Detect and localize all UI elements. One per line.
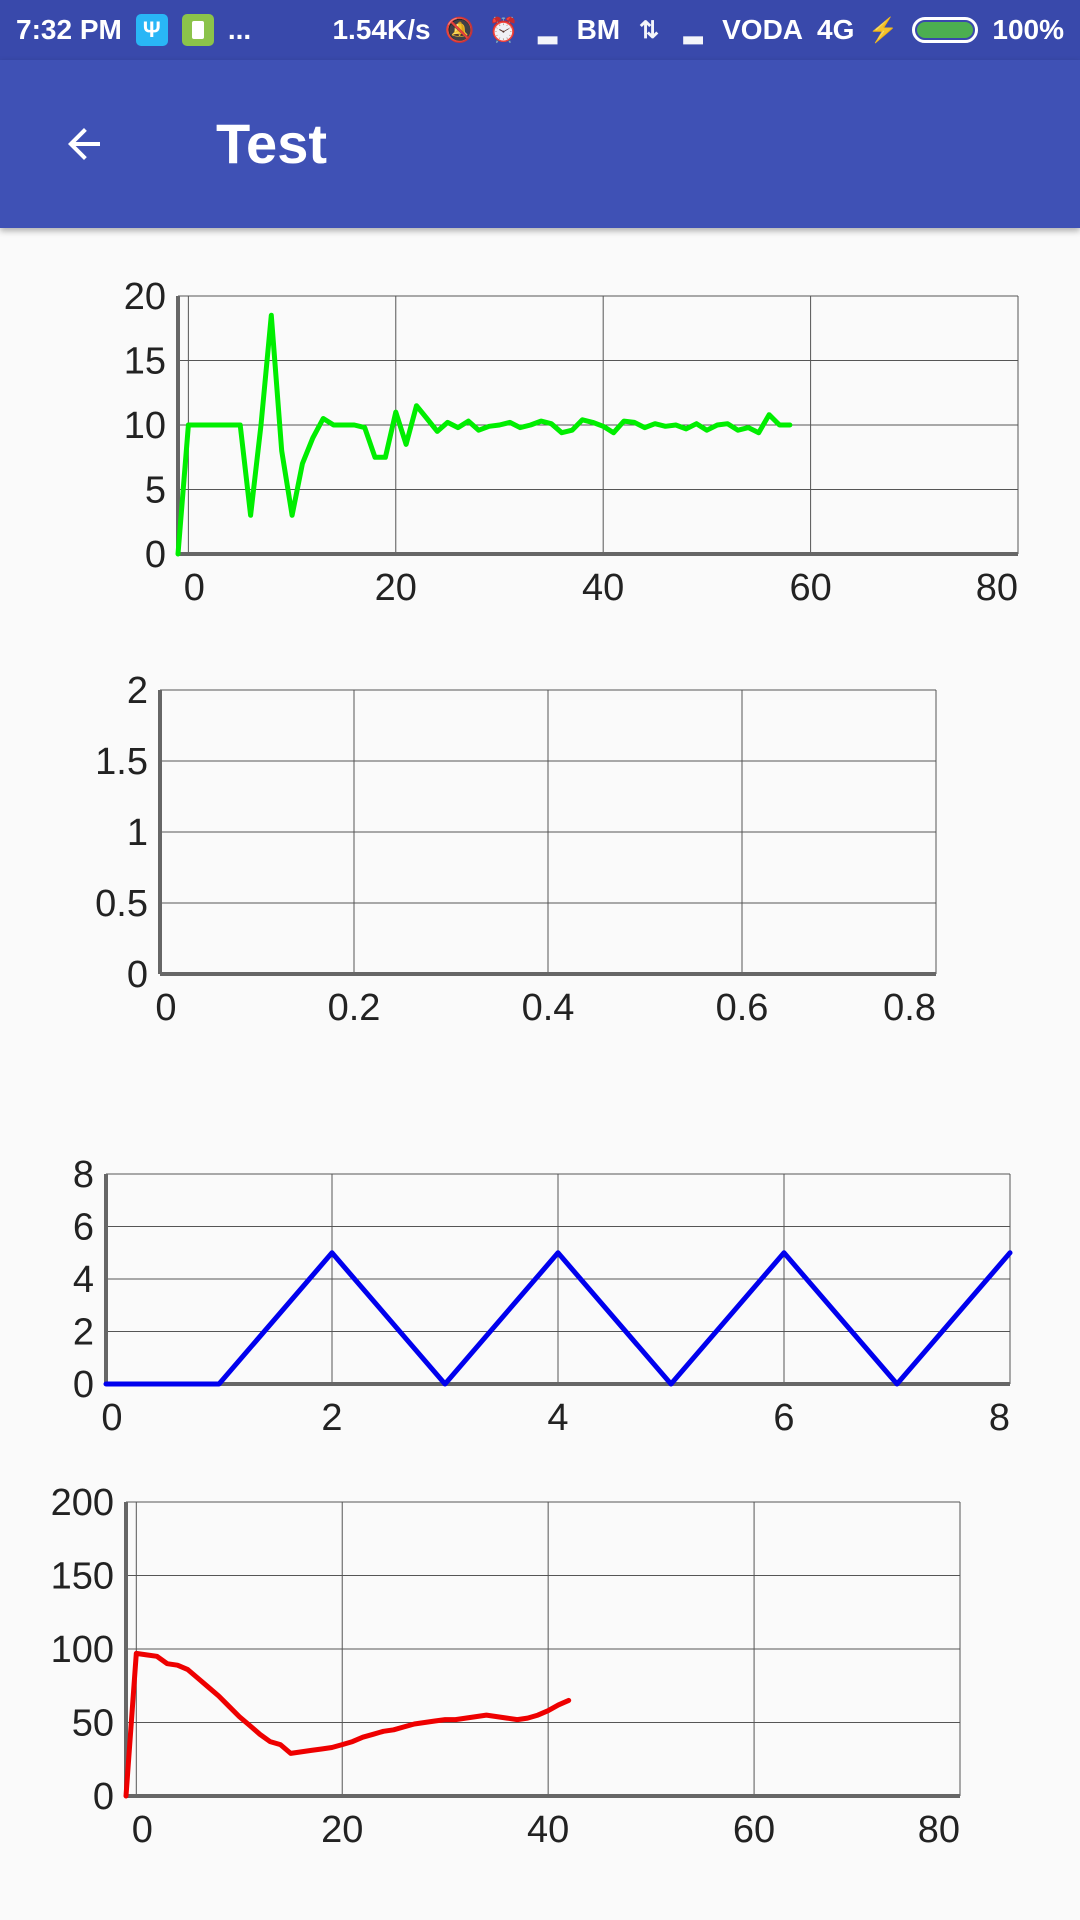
x-tick-label: 0: [132, 1809, 153, 1851]
data-transfer-icon: ⇅: [639, 16, 660, 44]
battery-saver-icon: [181, 14, 214, 46]
charging-icon: ⚡: [868, 16, 899, 44]
battery-percent: 100%: [992, 14, 1064, 45]
chart-empty: 0 0.2 0.4 0.6 0.8 0 0.5 1 1.5 2: [95, 670, 937, 1029]
usb-icon: Ψ: [135, 14, 168, 46]
y-tick-label: 0: [145, 534, 166, 576]
y-tick-label: 1: [127, 812, 148, 854]
y-tick-label: 20: [124, 276, 166, 318]
y-tick-label: 5: [145, 470, 166, 512]
y-tick-label: 15: [124, 341, 166, 383]
x-tick-label: 0: [101, 1397, 122, 1439]
app-bar: Test: [0, 60, 1080, 228]
x-tick-label: 60: [789, 567, 831, 609]
chart-green: 0 20 40 60 80 0 5 10 15 20: [124, 276, 1019, 609]
y-tick-label: 4: [73, 1259, 94, 1301]
carrier-2-name: VODA: [722, 14, 804, 45]
x-tick-label: 20: [375, 567, 417, 609]
status-bar-right: 1.54K/s 🔕 ⏰ ▂ BM ⇅ ▂ VODA 4G ⚡ 100%: [332, 14, 1064, 46]
alarm-icon: ⏰: [488, 16, 519, 44]
arrow-left-icon: [68, 128, 100, 160]
back-button[interactable]: [52, 112, 116, 176]
signal-2-icon: ▂: [683, 16, 703, 44]
y-tick-label: 50: [72, 1703, 114, 1745]
x-tick-label: 0.2: [328, 987, 381, 1029]
x-tick-label: 40: [527, 1809, 569, 1851]
chart-blue: 0 2 4 6 8 0 2 4 6 8: [73, 1154, 1013, 1439]
signal-1-icon: ▂: [538, 16, 557, 44]
x-tick-label: 6: [773, 1397, 794, 1439]
carrier-1-name: BM: [576, 14, 621, 45]
network-speed: 1.54K/s: [332, 14, 431, 45]
status-time: 7:32 PM: [16, 14, 122, 45]
status-bar: 7:32 PM Ψ ... 1.54K/s 🔕 ⏰ ▂ BM ⇅ ▂ VODA …: [0, 0, 1080, 60]
y-tick-label: 0: [93, 1776, 114, 1818]
chart-red: 0 20 40 60 80 0 50 100 150 200: [51, 1482, 961, 1851]
y-tick-label: 150: [51, 1556, 114, 1598]
y-tick-label: 100: [51, 1629, 114, 1671]
x-tick-label: 0.6: [716, 987, 769, 1029]
mute-icon: 🔕: [444, 16, 475, 44]
x-tick-label: 80: [976, 567, 1018, 609]
y-tick-label: 200: [51, 1482, 114, 1524]
y-tick-label: 6: [73, 1207, 94, 1249]
x-tick-label: 0: [184, 567, 205, 609]
y-tick-label: 10: [124, 405, 166, 447]
x-tick-label: 80: [918, 1809, 960, 1851]
y-tick-label: 0: [127, 954, 148, 996]
x-tick-label: 2: [321, 1397, 342, 1439]
y-tick-label: 2: [127, 670, 148, 712]
series-line: [175, 312, 793, 557]
status-bar-left: 7:32 PM Ψ ...: [16, 14, 251, 46]
x-tick-label: 8: [989, 1397, 1010, 1439]
x-tick-label: 0.4: [522, 987, 575, 1029]
y-tick-label: 8: [73, 1154, 94, 1196]
series-line: [103, 1250, 1013, 1387]
x-tick-label: 0: [155, 987, 176, 1029]
x-tick-label: 60: [733, 1809, 775, 1851]
y-tick-label: 2: [73, 1312, 94, 1354]
x-tick-label: 0.8: [883, 987, 936, 1029]
series-line: [123, 1650, 572, 1799]
page-title: Test: [216, 112, 327, 175]
y-tick-label: 0: [73, 1364, 94, 1406]
y-tick-label: 1.5: [95, 741, 148, 783]
battery-icon: [912, 17, 979, 43]
x-tick-label: 20: [321, 1809, 363, 1851]
network-type: 4G: [817, 14, 855, 45]
y-tick-label: 0.5: [95, 883, 148, 925]
x-tick-label: 4: [547, 1397, 568, 1439]
x-tick-label: 40: [582, 567, 624, 609]
more-notifications-icon: ...: [227, 14, 252, 45]
